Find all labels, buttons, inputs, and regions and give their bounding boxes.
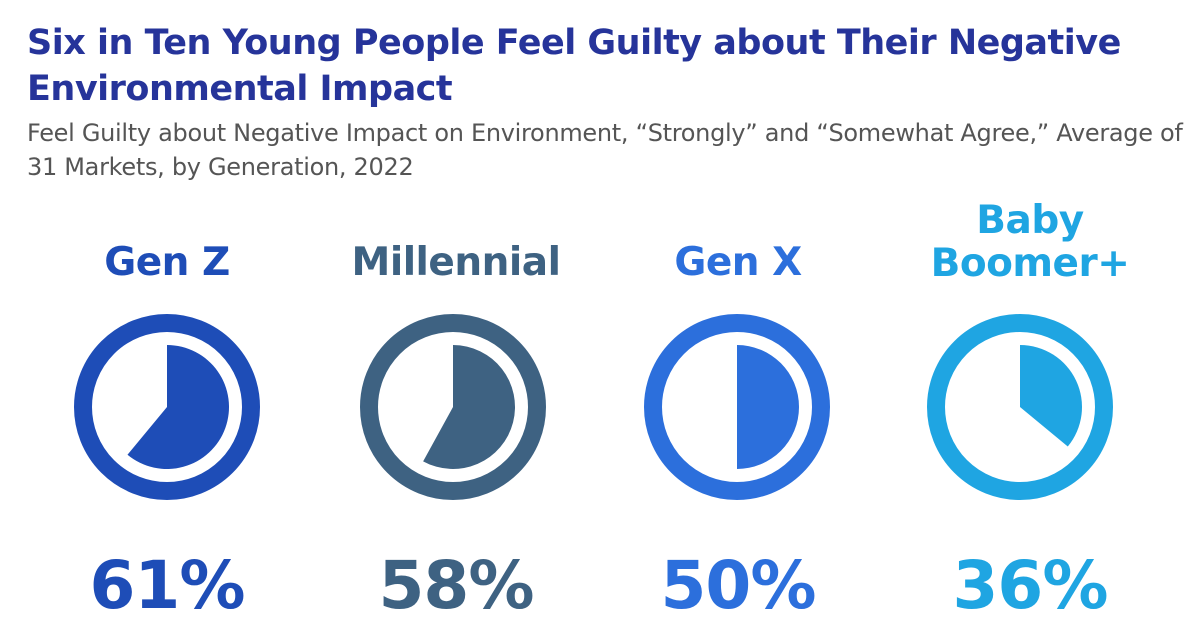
chart-title: Six in Ten Young People Feel Guilty abou… bbox=[27, 23, 1121, 109]
value-gen-x: 50% bbox=[660, 547, 817, 624]
pie-slice-baby-boomer bbox=[1020, 345, 1082, 447]
pie-slice-millennial bbox=[423, 345, 516, 469]
label-gen-z: Gen Z bbox=[104, 240, 230, 285]
value-millennial: 58% bbox=[378, 547, 535, 624]
pie-slice-gen-z bbox=[127, 345, 230, 469]
label-baby-boomer: Baby Boomer+ bbox=[930, 198, 1130, 286]
chart-subtitle: Feel Guilty about Negative Impact on Env… bbox=[27, 119, 1183, 181]
value-baby-boomer: 36% bbox=[952, 547, 1109, 624]
pie-ring-millennial bbox=[360, 314, 546, 500]
label-gen-x: Gen X bbox=[674, 240, 802, 285]
pie-ring-baby-boomer bbox=[927, 314, 1113, 500]
pie-ring-gen-x bbox=[644, 314, 830, 500]
pie-ring-gen-z bbox=[74, 314, 260, 500]
pie-slice-gen-x bbox=[737, 345, 799, 469]
value-gen-z: 61% bbox=[89, 547, 246, 624]
label-millennial: Millennial bbox=[351, 240, 561, 285]
